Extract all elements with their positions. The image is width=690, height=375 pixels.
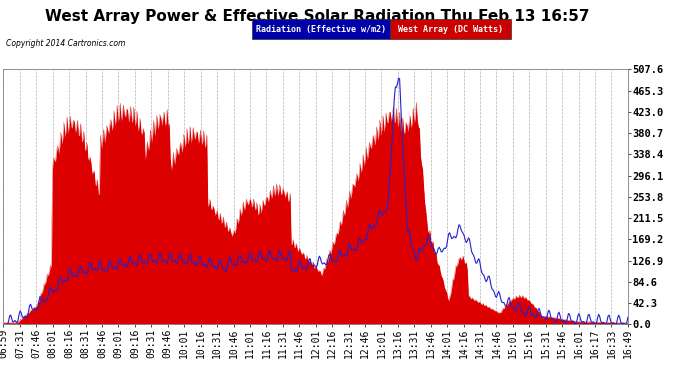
Text: West Array Power & Effective Solar Radiation Thu Feb 13 16:57: West Array Power & Effective Solar Radia…: [45, 9, 590, 24]
Text: Radiation (Effective w/m2): Radiation (Effective w/m2): [256, 25, 386, 34]
Text: Copyright 2014 Cartronics.com: Copyright 2014 Cartronics.com: [6, 39, 125, 48]
Text: West Array (DC Watts): West Array (DC Watts): [397, 25, 503, 34]
